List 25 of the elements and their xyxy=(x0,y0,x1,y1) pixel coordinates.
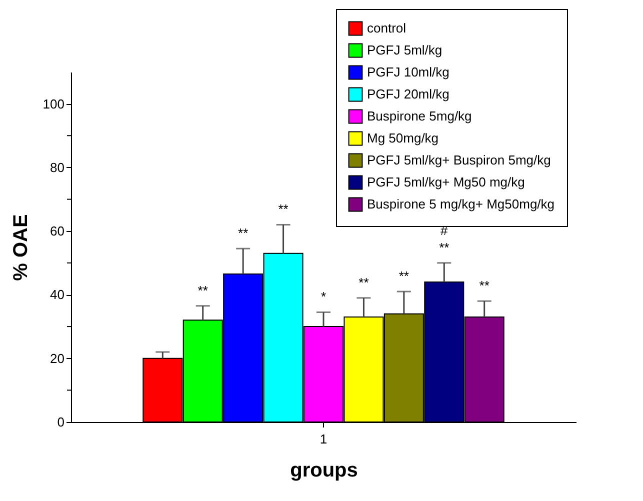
y-axis-title: % OAE xyxy=(10,214,32,281)
data-label: ** xyxy=(398,268,409,284)
legend-label: Mg 50mg/kg xyxy=(367,130,439,146)
legend-label: PGFJ 5ml/kg+ Buspiron 5mg/kg xyxy=(367,152,551,168)
legend-label: PGFJ 10ml/kg xyxy=(367,64,450,80)
y-tick-label: 0 xyxy=(57,414,64,430)
legend-label: PGFJ 5ml/kg xyxy=(367,42,442,58)
data-label: ** xyxy=(198,282,208,298)
y-tick-label: 80 xyxy=(50,160,64,175)
data-label: ** xyxy=(358,274,369,290)
data-label: ** xyxy=(278,202,288,217)
y-tick-label: 100 xyxy=(42,96,64,112)
data-label: * xyxy=(320,289,326,304)
y-tick-label: 20 xyxy=(50,350,64,366)
legend-label: control xyxy=(367,20,406,36)
data-label: ** xyxy=(238,226,248,241)
x-tick-label: 1 xyxy=(320,432,328,446)
y-tick-label: 60 xyxy=(50,224,64,239)
legend-label: PGFJ 20ml/kg xyxy=(367,86,450,102)
data-label: ** xyxy=(479,278,490,294)
legend-label: Buspirone 5 mg/kg+ Mg50mg/kg xyxy=(367,196,555,212)
legend-label: PGFJ 5ml/kg+ Mg50 mg/kg xyxy=(367,174,525,190)
y-tick-label: 40 xyxy=(50,287,64,302)
x-axis-title: groups xyxy=(290,460,358,482)
legend-label: Buspirone 5mg/kg xyxy=(367,108,472,124)
